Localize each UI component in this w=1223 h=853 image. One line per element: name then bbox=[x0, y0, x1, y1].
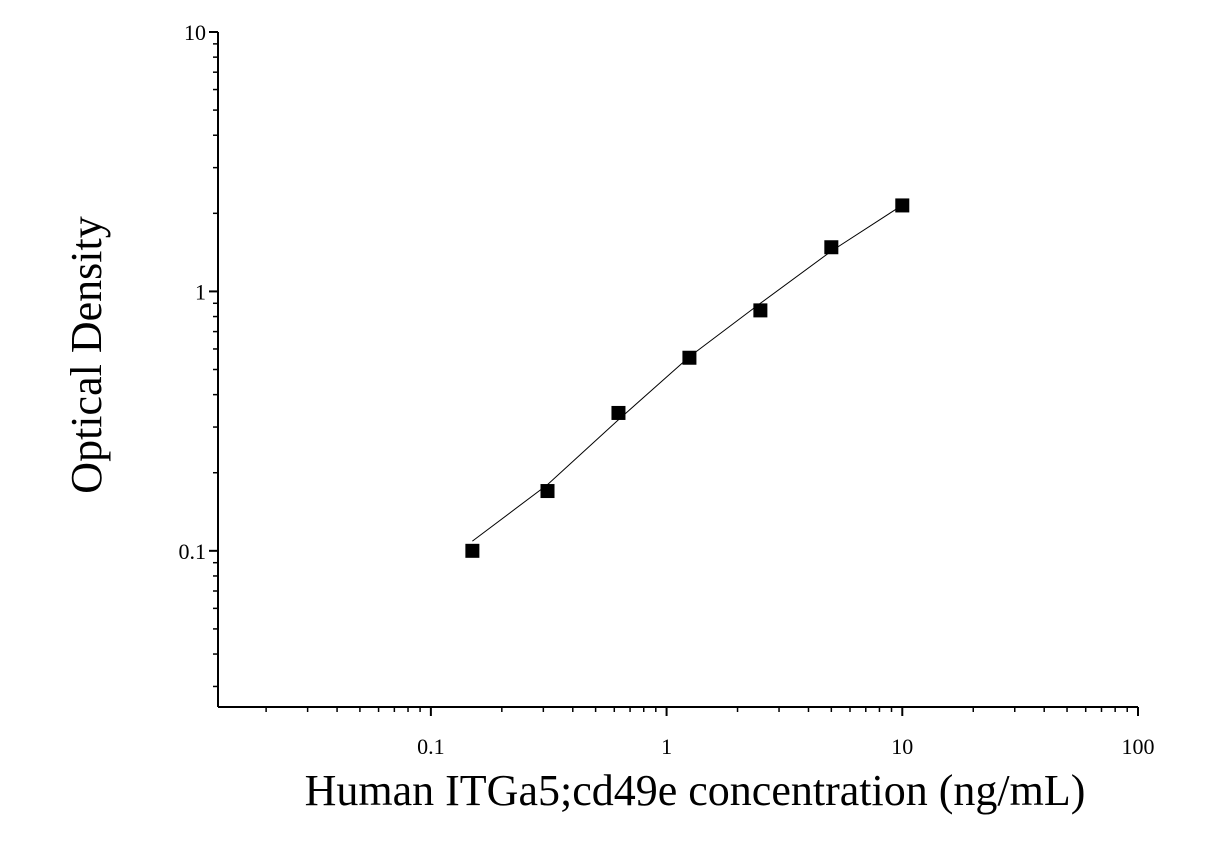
data-point bbox=[611, 405, 626, 420]
y-tick-label: 10 bbox=[184, 20, 206, 45]
x-tick-label: 100 bbox=[1122, 734, 1155, 759]
x-tick-label: 0.1 bbox=[417, 734, 445, 759]
x-axis-title: Human ITGa5;cd49e concentration (ng/mL) bbox=[305, 766, 1086, 815]
y-axis-title: Optical Density bbox=[62, 216, 111, 493]
data-point bbox=[540, 484, 555, 499]
fit-curve bbox=[472, 204, 903, 542]
data-point bbox=[465, 543, 480, 558]
data-point bbox=[824, 240, 839, 255]
y-tick-label: 0.1 bbox=[179, 539, 207, 564]
x-tick-label: 10 bbox=[891, 734, 913, 759]
x-tick-label: 1 bbox=[661, 734, 672, 759]
y-tick-label: 1 bbox=[195, 279, 206, 304]
data-point bbox=[753, 303, 768, 318]
